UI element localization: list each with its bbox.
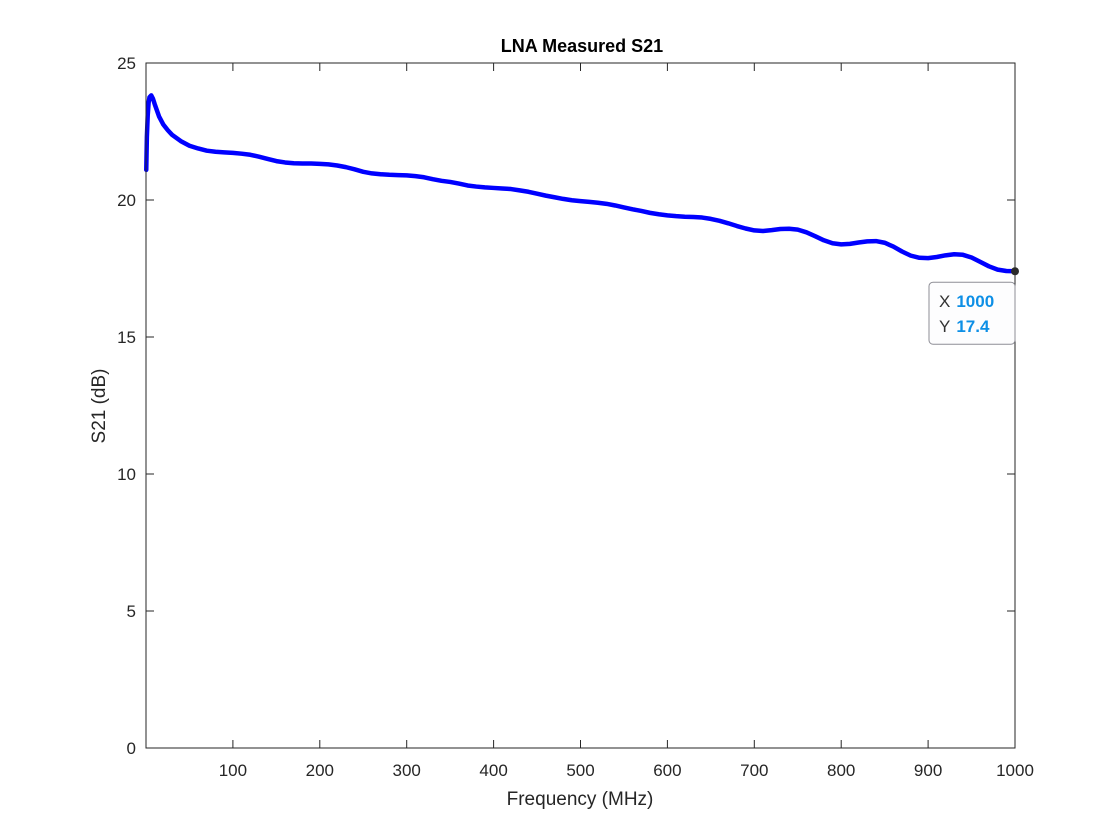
x-axis-label: Frequency (MHz) xyxy=(507,789,654,810)
y-tick-label: 0 xyxy=(127,739,136,758)
datatip-marker[interactable] xyxy=(1011,267,1019,276)
axes-box xyxy=(145,62,1016,749)
datatip-box xyxy=(928,281,1016,345)
axis-ticks: 100 200 300 400 500 600 700 800 900 1000 0 5 10 15 20 2… xyxy=(117,54,1034,780)
datatip-y-value: 17.4 xyxy=(956,317,990,336)
datatip[interactable]: X 1000 Y 17.4 xyxy=(928,267,1019,345)
y-axis-label: S21 (dB) xyxy=(89,369,110,444)
x-tick-label: 400 xyxy=(479,761,507,780)
chart-title: LNA Measured S21 xyxy=(501,36,663,56)
x-tick-label: 1000 xyxy=(996,761,1034,780)
y-tick-label: 10 xyxy=(117,465,136,484)
series-line-s21 xyxy=(144,93,1018,274)
x-tick-label: 700 xyxy=(740,761,768,780)
datatip-x-key: X xyxy=(939,292,950,311)
datatip-x-line: X 1000 xyxy=(939,292,994,311)
x-tick-label: 100 xyxy=(219,761,247,780)
datatip-y-line: Y 17.4 xyxy=(939,317,990,336)
x-tick-label: 500 xyxy=(566,761,594,780)
datatip-y-key: Y xyxy=(939,317,950,336)
y-tick-label: 15 xyxy=(117,328,136,347)
y-tick-label: 25 xyxy=(117,54,136,73)
plot-area xyxy=(144,93,1018,274)
x-tick-label: 900 xyxy=(914,761,942,780)
datatip-x-value: 1000 xyxy=(956,292,994,311)
x-tick-label: 200 xyxy=(306,761,334,780)
x-tick-label: 600 xyxy=(653,761,681,780)
x-tick-label: 300 xyxy=(393,761,421,780)
y-tick-label: 5 xyxy=(127,602,136,621)
y-tick-label: 20 xyxy=(117,191,136,210)
x-tick-label: 800 xyxy=(827,761,855,780)
